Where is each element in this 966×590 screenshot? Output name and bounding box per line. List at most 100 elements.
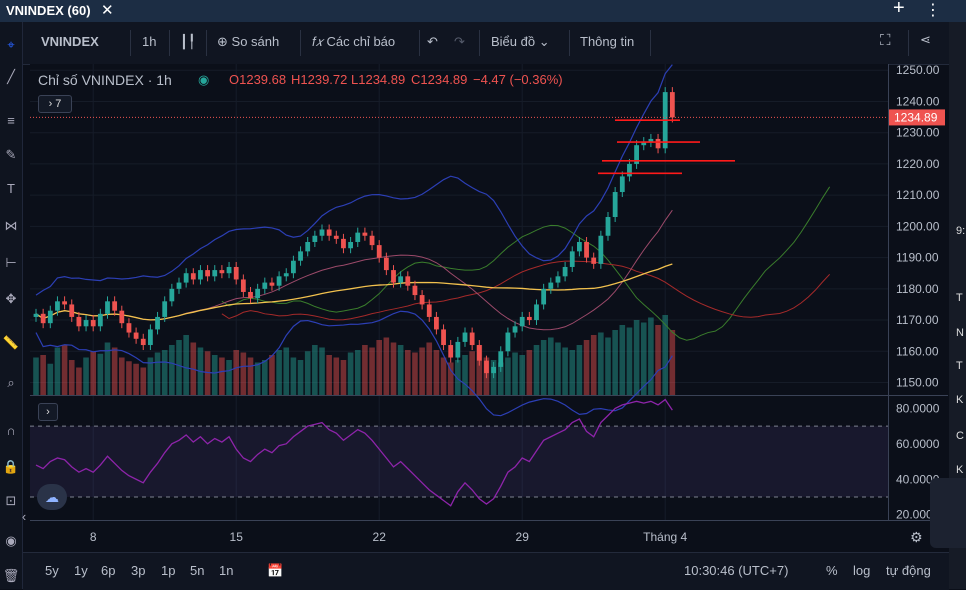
volume-bar xyxy=(655,325,661,395)
goto-date-icon[interactable]: 📅 xyxy=(267,563,284,578)
volume-bar xyxy=(68,360,75,395)
candle-type-icon[interactable]: ┃╿ xyxy=(180,34,196,49)
candle-body xyxy=(312,235,318,242)
eye-icon[interactable]: ◉ xyxy=(5,533,17,548)
volume-bar xyxy=(240,352,247,395)
ichimoku-span-a xyxy=(221,186,831,341)
chat-widget[interactable] xyxy=(930,478,966,548)
volume-bar xyxy=(233,350,239,395)
chart-type-button[interactable]: Biểu đồ ⌄ xyxy=(491,34,550,50)
more-menu-icon[interactable]: ⋮ xyxy=(925,2,941,19)
crosshair-icon[interactable]: ⌖ xyxy=(7,37,15,52)
info-button[interactable]: Thông tin xyxy=(580,34,635,49)
range-1p[interactable]: 1p xyxy=(161,563,176,578)
compare-button[interactable]: ⊕ So sánh xyxy=(217,34,279,50)
volume-bar xyxy=(226,360,232,395)
share-icon[interactable]: ⋖ xyxy=(920,32,931,47)
ichimoku-span-b xyxy=(221,260,831,321)
candle-body xyxy=(484,360,489,374)
range-1n[interactable]: 1n xyxy=(219,563,234,578)
volume-bar xyxy=(76,367,82,395)
volume-bar xyxy=(347,352,354,395)
candle-body xyxy=(441,329,446,346)
range-5y[interactable]: 5y xyxy=(45,563,59,578)
volume-bar xyxy=(290,357,297,395)
lock-draw-icon[interactable]: ⊡ xyxy=(5,493,17,508)
volume-bar xyxy=(476,345,483,395)
undo-icon[interactable]: ↶ xyxy=(427,34,438,49)
candle-body xyxy=(319,229,325,236)
candle-body xyxy=(569,251,575,267)
price-axis-label: 1200.00 xyxy=(896,219,940,233)
range-1y[interactable]: 1y xyxy=(74,563,88,578)
candle-body xyxy=(434,316,439,330)
close-tab-icon[interactable]: ✕ xyxy=(101,2,114,19)
redo-icon[interactable]: ↷ xyxy=(454,34,465,49)
candle-body xyxy=(605,217,611,236)
candle-body xyxy=(305,241,311,252)
measure-icon[interactable]: ⊢ xyxy=(5,255,17,270)
candle-body xyxy=(47,310,53,324)
log-toggle[interactable]: log xyxy=(853,563,871,578)
rsi-toggle-button[interactable]: › xyxy=(38,403,58,421)
candle-body xyxy=(190,273,196,280)
brush-icon[interactable]: ✎ xyxy=(5,147,17,162)
fib-icon[interactable]: ≡ xyxy=(7,113,15,128)
volume-bar xyxy=(497,362,504,395)
last-price-label-bg xyxy=(889,109,945,126)
candle-body xyxy=(598,235,604,264)
ruler-icon[interactable]: 📏 xyxy=(2,335,20,350)
candle-body xyxy=(240,279,246,292)
volume-bar xyxy=(390,342,397,395)
symbol-search-button[interactable]: VNINDEX xyxy=(41,34,99,49)
range-6p[interactable]: 6p xyxy=(101,563,116,578)
candle-body xyxy=(498,351,504,367)
indicators-button[interactable]: f𝑥 Các chỉ báo xyxy=(312,34,395,50)
volume-bar xyxy=(505,357,511,395)
text-icon[interactable]: T xyxy=(7,181,15,196)
function-icon: f𝑥 xyxy=(312,34,323,49)
range-5n[interactable]: 5n xyxy=(190,563,205,578)
magnet-icon[interactable]: ∩ xyxy=(6,423,16,438)
volume-bar xyxy=(376,340,382,395)
candle-body xyxy=(105,301,110,314)
percent-toggle[interactable]: % xyxy=(826,563,838,578)
interval-button[interactable]: 1h xyxy=(142,34,157,49)
volume-bar xyxy=(326,355,332,395)
candle-body xyxy=(619,176,625,193)
add-tab-icon[interactable]: + xyxy=(893,0,905,19)
range-3p[interactable]: 3p xyxy=(131,563,146,578)
collapse-toolbar-icon[interactable]: ‹ xyxy=(21,509,27,524)
trendline-icon[interactable]: ╱ xyxy=(7,69,15,84)
candle-body xyxy=(534,304,539,321)
candle-body xyxy=(69,304,75,317)
indicators-toggle-button[interactable]: › 7 xyxy=(38,95,72,113)
volume-bar xyxy=(183,335,189,395)
fullscreen-icon[interactable]: ⛶ xyxy=(880,32,891,49)
trash-icon[interactable]: 🗑 xyxy=(2,568,20,583)
candle-body xyxy=(326,229,332,236)
volume-bar xyxy=(369,347,375,395)
volume-bar xyxy=(519,355,525,395)
right-label: K xyxy=(956,394,964,406)
volume-bar xyxy=(219,357,225,395)
clock-time[interactable]: 10:30:46 (UTC+7) xyxy=(684,563,789,578)
volume-bar xyxy=(419,347,425,395)
pattern-icon[interactable]: ⋈ xyxy=(4,218,18,233)
volume-bar xyxy=(283,347,290,395)
compare-label: So sánh xyxy=(231,34,280,49)
auto-toggle[interactable]: tự động xyxy=(886,563,931,578)
candle-body xyxy=(212,270,218,277)
lock-icon[interactable]: 🔒 xyxy=(2,459,20,474)
candle-body xyxy=(283,273,289,277)
volume-bar xyxy=(90,351,96,395)
volume-bar xyxy=(304,351,311,395)
zoom-icon[interactable]: ⌕ xyxy=(7,375,15,390)
volume-bar xyxy=(512,352,518,395)
volume-bar xyxy=(397,345,404,395)
bottom-toolbar: 5y 1y 6p 3p 1p 5n 1n 📅 10:30:46 (UTC+7) … xyxy=(23,552,949,590)
prediction-icon[interactable]: ✥ xyxy=(5,291,17,306)
volume-bar xyxy=(362,345,368,395)
right-label: 9: xyxy=(956,225,966,237)
